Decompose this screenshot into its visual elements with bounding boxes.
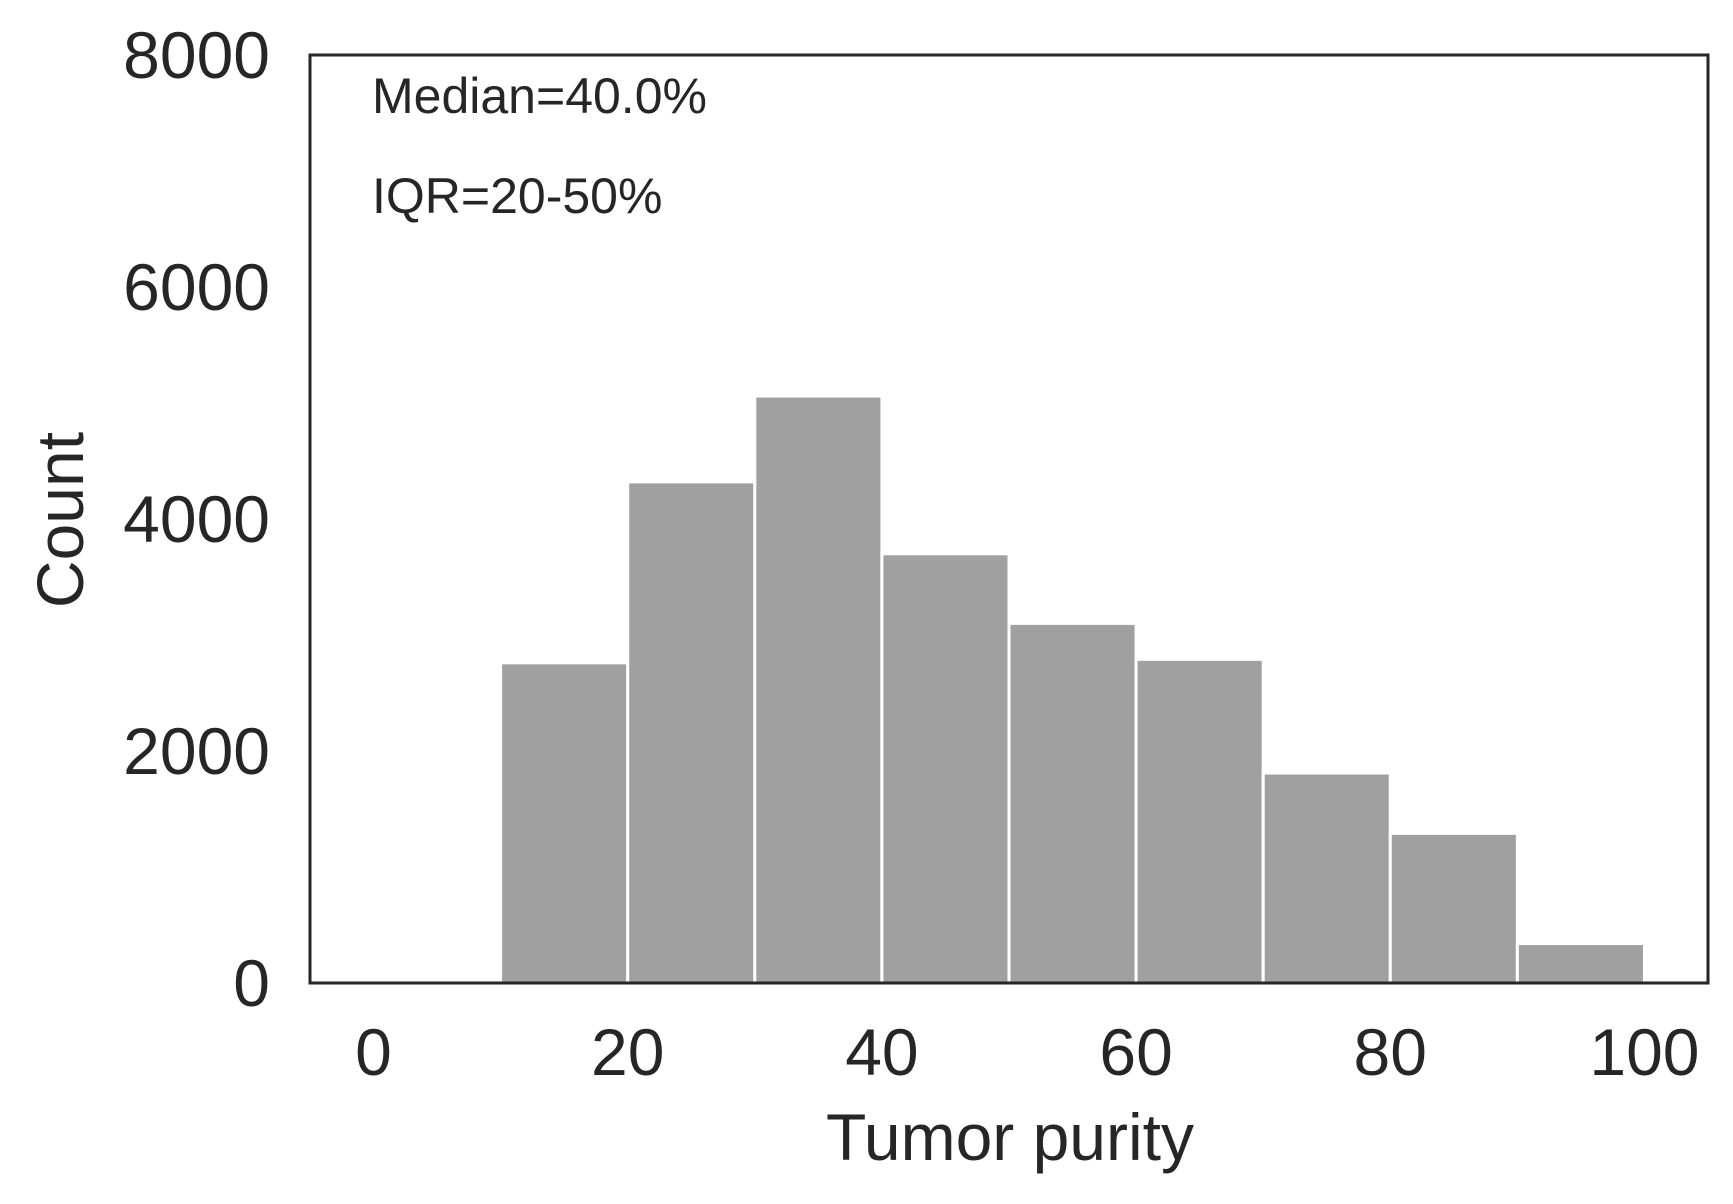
x-tick-labels: 0 20 40 60 80 100	[355, 1015, 1699, 1089]
histogram-bar	[499, 661, 630, 985]
x-tick-label: 80	[1354, 1015, 1427, 1089]
histogram-bar	[1007, 621, 1138, 985]
y-tick-label: 2000	[123, 714, 270, 788]
plot-frame	[308, 53, 1710, 985]
histogram-bar	[1388, 831, 1519, 985]
y-tick-label: 0	[233, 946, 270, 1020]
x-tick-label: 100	[1589, 1015, 1699, 1089]
x-tick-label: 60	[1099, 1015, 1172, 1089]
histogram-bar	[626, 480, 757, 985]
histogram-bar	[880, 552, 1011, 985]
histogram-bar	[1134, 657, 1265, 985]
histogram-bar	[1515, 942, 1646, 985]
y-tick-labels: 0 2000 4000 6000 8000	[123, 18, 270, 1020]
x-tick-label: 40	[845, 1015, 918, 1089]
y-tick-label: 6000	[123, 250, 270, 324]
median-annotation: Median=40.0%	[372, 68, 707, 124]
x-tick-label: 0	[355, 1015, 392, 1089]
bars-layer	[499, 394, 1646, 985]
y-tick-label: 4000	[123, 482, 270, 556]
histogram-bar	[753, 394, 884, 985]
x-axis-label: Tumor purity	[826, 1100, 1194, 1174]
histogram-bar	[1261, 771, 1392, 985]
x-tick-label: 20	[591, 1015, 664, 1089]
y-tick-label: 8000	[123, 18, 270, 92]
iqr-annotation: IQR=20-50%	[372, 168, 662, 224]
y-axis-label: Count	[23, 432, 97, 608]
